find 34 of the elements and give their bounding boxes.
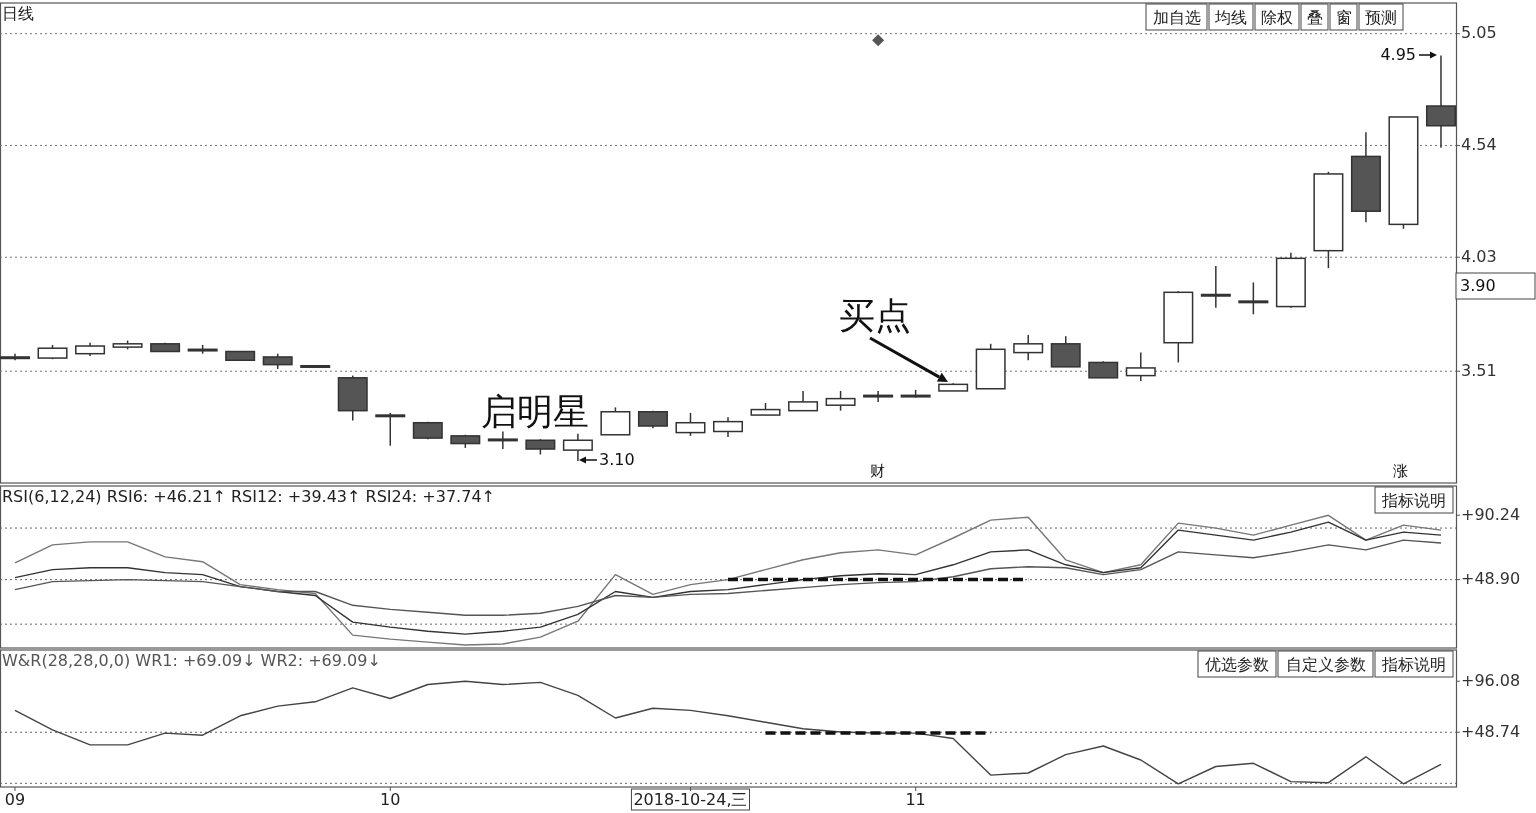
annotation: 自定义参数 <box>1285 654 1366 674</box>
line-series <box>14 680 1442 785</box>
annotation: 预测 <box>1365 7 1397 27</box>
x-tick-label: 09 <box>4 790 26 809</box>
annotation: 窗 <box>1335 7 1352 27</box>
annotation: 财 <box>869 462 885 480</box>
x-tick-label: 10 <box>380 790 401 809</box>
annotation: 3.10 <box>599 449 635 469</box>
line-series <box>14 539 1442 616</box>
annotation: 均线 <box>1214 7 1247 27</box>
y-tick-label: +48.90 <box>1461 569 1521 589</box>
y-tick-label: 5.05 <box>1461 23 1497 43</box>
annotation: 除权 <box>1261 7 1293 27</box>
annotation: 指标说明 <box>1381 490 1446 510</box>
x-tick-label: 2018-10-24,三 <box>633 790 748 809</box>
annotation: 启明星 <box>481 391 589 432</box>
y-tick-label: 4.54 <box>1461 134 1497 154</box>
y-tick-label: +48.74 <box>1461 721 1521 741</box>
y-tick-label: +96.08 <box>1461 670 1521 690</box>
y-tick-label: 3.51 <box>1461 360 1497 380</box>
annotation: 涨 <box>1392 462 1408 480</box>
x-tick-label: 11 <box>905 790 926 809</box>
chart-title: RSI(6,12,24) RSI6: +46.21↑ RSI12: +39.43↑ RSI24: +37.74↑ <box>2 487 495 506</box>
annotation: 买点 <box>839 295 911 336</box>
y-tick-label: +90.24 <box>1461 504 1521 524</box>
text: 3.90 <box>1460 275 1496 295</box>
chart-title: 日线 <box>2 4 34 23</box>
y-tick-label: 4.03 <box>1461 246 1497 266</box>
annotation: 4.95 <box>1380 44 1416 64</box>
annotation: 叠 <box>1306 7 1323 27</box>
annotation: 指标说明 <box>1381 654 1446 674</box>
chart-title: W&R(28,28,0,0) WR1: +69.09↓ WR2: +69.09↓ <box>2 651 381 670</box>
annotation: 加自选 <box>1152 7 1201 27</box>
annotation: 优选参数 <box>1205 654 1269 674</box>
